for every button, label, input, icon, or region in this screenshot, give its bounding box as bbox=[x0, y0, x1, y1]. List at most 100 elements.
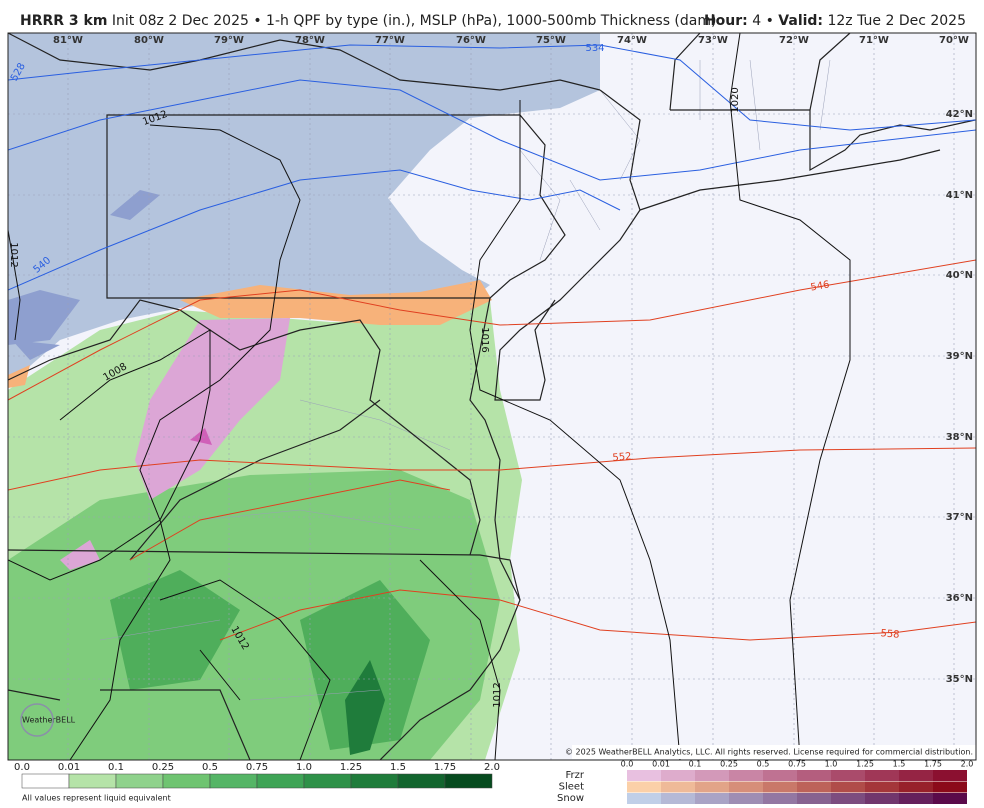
longitude-label: 71°W bbox=[859, 35, 889, 46]
thickness-cold bbox=[8, 44, 976, 291]
type-swatch bbox=[831, 781, 865, 793]
type-swatch bbox=[865, 770, 899, 781]
type-scale-label: 0.75 bbox=[788, 760, 806, 769]
rain-scale-label: 0.25 bbox=[152, 762, 174, 773]
thickness-warm bbox=[8, 259, 976, 641]
latitude-label: 42°N bbox=[946, 109, 973, 120]
logo-mark bbox=[20, 703, 54, 737]
latitude-label: 35°N bbox=[946, 674, 973, 685]
type-swatch bbox=[899, 781, 933, 793]
type-scale-label: 1.0 bbox=[825, 760, 838, 769]
isobars bbox=[8, 33, 851, 760]
hour-label: Hour: bbox=[704, 13, 748, 29]
rain-scale-label: 0.1 bbox=[108, 762, 124, 773]
header-left: HRRR 3 km Init 08z 2 Dec 2025 • 1-h QPF … bbox=[20, 13, 716, 29]
type-swatch bbox=[695, 770, 729, 781]
type-label: Sleet bbox=[559, 782, 584, 793]
type-swatch bbox=[729, 793, 763, 804]
type-swatch bbox=[797, 770, 831, 781]
rain-swatch bbox=[350, 773, 399, 789]
contour-label: 1020 bbox=[730, 87, 741, 112]
rain-scale-label: 0.01 bbox=[58, 762, 80, 773]
type-scale-label: 0.5 bbox=[757, 760, 770, 769]
copyright-bg bbox=[572, 745, 976, 759]
longitude-label: 80°W bbox=[134, 35, 164, 46]
borders bbox=[8, 33, 976, 760]
separator: • bbox=[766, 13, 774, 29]
type-swatch bbox=[899, 770, 933, 781]
rain-swatch bbox=[21, 773, 70, 789]
type-swatch bbox=[865, 781, 899, 793]
rain-swatch bbox=[256, 773, 305, 789]
type-swatch bbox=[933, 793, 967, 804]
legend-note: All values represent liquid equivalent bbox=[22, 794, 171, 803]
type-swatch bbox=[763, 793, 797, 804]
contour-label: 558 bbox=[880, 628, 900, 641]
latitude-label: 36°N bbox=[946, 593, 973, 604]
type-scale-label: 0.01 bbox=[652, 760, 670, 769]
rain-swatch bbox=[162, 773, 211, 789]
type-swatch bbox=[661, 781, 695, 793]
type-swatch bbox=[763, 770, 797, 781]
rain-scale-label: 0.5 bbox=[202, 762, 218, 773]
latitude-label: 38°N bbox=[946, 432, 973, 443]
contour-label: 1016 bbox=[479, 327, 490, 352]
type-label: Snow bbox=[557, 793, 584, 804]
contour-label: 1012 bbox=[8, 242, 19, 267]
longitude-label: 77°W bbox=[375, 35, 405, 46]
rain-swatch bbox=[303, 773, 352, 789]
contour-label: 552 bbox=[612, 451, 632, 464]
header-right: Hour: 4 • Valid: 12z Tue 2 Dec 2025 bbox=[704, 13, 966, 29]
longitude-label: 72°W bbox=[779, 35, 809, 46]
longitude-label: 75°W bbox=[536, 35, 566, 46]
rain-scale-label: 0.75 bbox=[246, 762, 268, 773]
latitude-label: 39°N bbox=[946, 351, 973, 362]
latitude-label: 41°N bbox=[946, 190, 973, 201]
type-scale-label: 1.5 bbox=[893, 760, 906, 769]
type-swatch bbox=[933, 770, 967, 781]
rain-scale-label: 2.0 bbox=[484, 762, 500, 773]
hour: 4 bbox=[752, 13, 761, 29]
latitude-label: 40°N bbox=[946, 270, 973, 281]
type-scale-label: 1.75 bbox=[924, 760, 942, 769]
type-swatch bbox=[627, 781, 661, 793]
type-swatch bbox=[695, 781, 729, 793]
longitude-label: 76°W bbox=[456, 35, 486, 46]
rain-heaviest bbox=[345, 660, 385, 755]
description: Init 08z 2 Dec 2025 • 1-h QPF by type (i… bbox=[112, 13, 717, 29]
rain-scale-label: 1.5 bbox=[390, 762, 406, 773]
type-swatch bbox=[729, 770, 763, 781]
sleet-area bbox=[8, 280, 492, 388]
type-scale-label: 2.0 bbox=[961, 760, 974, 769]
longitude-label: 78°W bbox=[295, 35, 325, 46]
type-swatch bbox=[661, 793, 695, 804]
rain-scale-label: 0.0 bbox=[14, 762, 30, 773]
type-swatch bbox=[627, 793, 661, 804]
latitude-label: 37°N bbox=[946, 512, 973, 523]
map: WeatherBELL © 2025 WeatherBELL Analytics… bbox=[8, 33, 976, 760]
longitude-label: 74°W bbox=[617, 35, 647, 46]
model-name: HRRR 3 km bbox=[20, 13, 107, 29]
contour-label: 534 bbox=[585, 43, 604, 54]
freezing-rain bbox=[60, 318, 290, 570]
type-scale-label: 1.25 bbox=[856, 760, 874, 769]
type-scale-label: 0.1 bbox=[689, 760, 702, 769]
longitude-label: 79°W bbox=[214, 35, 244, 46]
type-swatch bbox=[661, 770, 695, 781]
type-swatch bbox=[933, 781, 967, 793]
valid-label: Valid: bbox=[778, 13, 823, 29]
copyright: © 2025 WeatherBELL Analytics, LLC. All r… bbox=[565, 748, 973, 757]
type-swatch bbox=[831, 793, 865, 804]
contour-label: 1012 bbox=[492, 682, 503, 707]
type-scale-label: 0.25 bbox=[720, 760, 738, 769]
logo: WeatherBELL bbox=[22, 716, 76, 725]
longitude-label: 73°W bbox=[698, 35, 728, 46]
heavy-snow bbox=[8, 190, 160, 360]
rain-scale-label: 1.75 bbox=[434, 762, 456, 773]
type-label: Frzr bbox=[566, 770, 585, 781]
type-swatch bbox=[797, 781, 831, 793]
rain-scale-label: 1.25 bbox=[340, 762, 362, 773]
type-swatch bbox=[729, 781, 763, 793]
